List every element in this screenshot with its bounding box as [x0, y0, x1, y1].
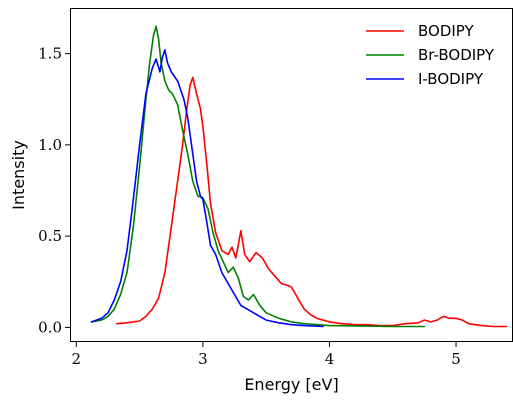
legend-label-2: I-BODIPY [418, 70, 484, 88]
x-tick-label: 3 [198, 350, 208, 368]
series-line-1 [90, 25, 426, 328]
y-tick-label: 1.5 [38, 45, 62, 63]
legend-label-1: Br-BODIPY [418, 46, 495, 64]
x-axis-label: Energy [eV] [244, 375, 338, 394]
y-tick-label: 0.0 [38, 318, 62, 336]
x-tick-label: 2 [72, 350, 82, 368]
y-tick-label: 0.5 [38, 227, 62, 245]
legend: BODIPY Br-BODIPY I-BODIPY [366, 22, 495, 88]
y-axis-label: Intensity [9, 140, 28, 210]
y-tick-label: 1.0 [38, 136, 62, 154]
legend-label-0: BODIPY [418, 22, 475, 40]
ticks-layer: 2 3 4 5 0.0 0.5 1.0 1.5 [38, 45, 461, 368]
x-tick-label: 4 [325, 350, 335, 368]
x-tick-label: 5 [451, 350, 461, 368]
series-line-0 [116, 76, 508, 328]
series-line-2 [90, 49, 324, 328]
series-layer [90, 25, 508, 328]
